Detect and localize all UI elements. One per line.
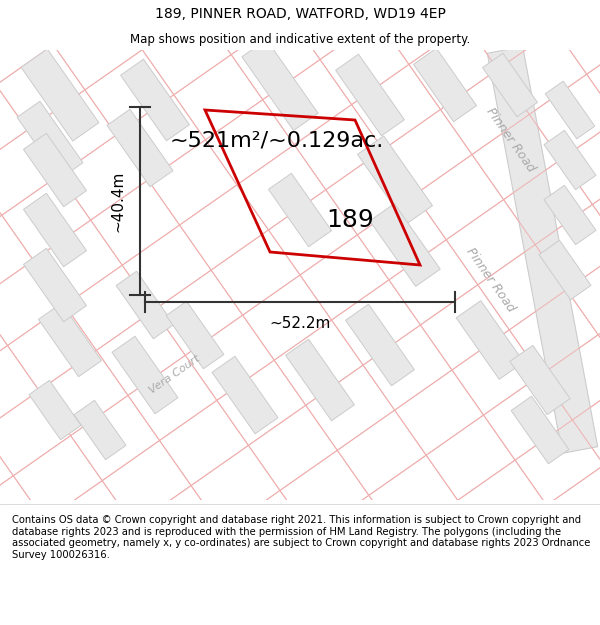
Polygon shape: [510, 346, 570, 414]
Polygon shape: [242, 39, 318, 131]
Text: 189: 189: [326, 208, 374, 232]
Polygon shape: [17, 101, 83, 179]
Polygon shape: [346, 304, 415, 386]
Polygon shape: [38, 303, 101, 377]
Polygon shape: [335, 54, 404, 136]
Polygon shape: [539, 240, 591, 300]
Polygon shape: [370, 204, 440, 286]
Polygon shape: [107, 109, 173, 187]
Text: Map shows position and indicative extent of the property.: Map shows position and indicative extent…: [130, 32, 470, 46]
Text: ~40.4m: ~40.4m: [110, 170, 125, 232]
Polygon shape: [456, 301, 524, 379]
Polygon shape: [116, 271, 174, 339]
Polygon shape: [112, 336, 178, 414]
Text: Pinner Road: Pinner Road: [483, 106, 537, 174]
Polygon shape: [268, 173, 332, 247]
Polygon shape: [212, 356, 278, 434]
Polygon shape: [544, 130, 596, 190]
Polygon shape: [487, 47, 598, 453]
Polygon shape: [29, 380, 81, 440]
Polygon shape: [482, 53, 538, 117]
Polygon shape: [121, 59, 190, 141]
Text: 189, PINNER ROAD, WATFORD, WD19 4EP: 189, PINNER ROAD, WATFORD, WD19 4EP: [155, 7, 445, 21]
Text: ~521m²/~0.129ac.: ~521m²/~0.129ac.: [170, 130, 384, 150]
Polygon shape: [413, 48, 476, 122]
Polygon shape: [511, 396, 569, 464]
Text: ~52.2m: ~52.2m: [269, 316, 331, 331]
Text: Pinner Road: Pinner Road: [463, 246, 517, 314]
Polygon shape: [23, 133, 86, 207]
Polygon shape: [358, 136, 433, 224]
Polygon shape: [166, 301, 224, 369]
Polygon shape: [21, 49, 99, 141]
Text: Contains OS data © Crown copyright and database right 2021. This information is : Contains OS data © Crown copyright and d…: [12, 515, 590, 560]
Polygon shape: [23, 248, 86, 322]
Text: Vera Court: Vera Court: [148, 354, 202, 396]
Polygon shape: [286, 339, 355, 421]
Polygon shape: [545, 81, 595, 139]
Polygon shape: [23, 193, 86, 267]
Polygon shape: [74, 400, 126, 460]
Polygon shape: [544, 185, 596, 245]
